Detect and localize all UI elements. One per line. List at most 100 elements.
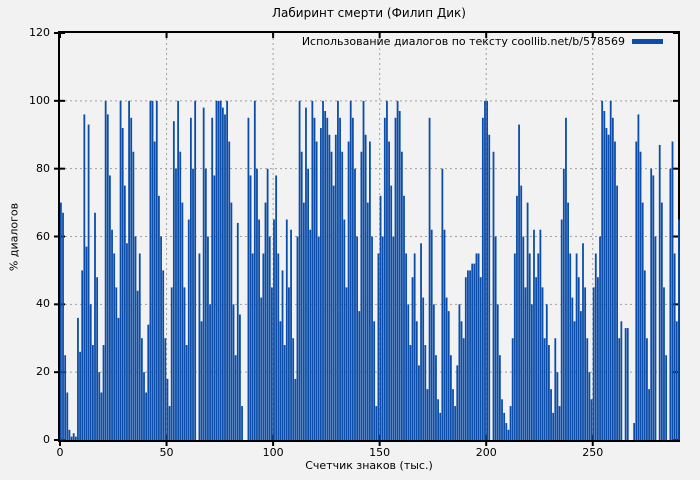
bar <box>558 406 561 440</box>
bar <box>189 117 192 440</box>
bar <box>349 100 352 440</box>
bar <box>426 389 429 441</box>
y-tick-label: 120 <box>29 26 50 39</box>
bar <box>586 338 589 440</box>
bar <box>281 270 284 440</box>
bar <box>207 236 209 440</box>
bar <box>418 365 420 440</box>
x-tick-label: 50 <box>159 446 174 459</box>
bar <box>388 141 390 440</box>
bar <box>275 175 278 440</box>
bar <box>128 100 130 440</box>
bar <box>134 236 137 440</box>
bar <box>639 151 642 440</box>
legend: Использование диалогов по тексту coollib… <box>302 35 663 48</box>
bar <box>249 175 252 440</box>
bar <box>209 304 211 440</box>
bar <box>437 399 439 440</box>
bar <box>445 297 448 440</box>
bar <box>411 277 414 440</box>
bar <box>530 304 533 440</box>
bar <box>481 117 484 440</box>
bar <box>386 100 388 440</box>
bar <box>160 236 162 440</box>
bar <box>539 229 542 440</box>
bar <box>64 355 67 440</box>
bar <box>392 236 395 440</box>
bar <box>226 100 229 440</box>
bar <box>356 236 359 440</box>
bar <box>473 263 476 440</box>
bar <box>624 328 627 440</box>
bar <box>62 212 64 440</box>
bar <box>268 236 271 440</box>
y-tick-label: 80 <box>36 161 50 175</box>
x-axis-title: Счетчик знаков (тыс.) <box>305 459 433 472</box>
bar <box>123 185 126 441</box>
bar <box>594 253 597 440</box>
bar <box>671 141 674 440</box>
bar <box>202 107 205 441</box>
bar <box>371 236 373 440</box>
bar <box>187 219 190 440</box>
bar <box>369 141 371 440</box>
bar <box>607 134 610 440</box>
bar <box>66 392 69 440</box>
bar <box>660 202 663 440</box>
bar <box>618 338 621 440</box>
bar <box>219 100 222 440</box>
bar <box>548 345 550 440</box>
bar <box>439 412 442 440</box>
bar <box>102 345 105 440</box>
bar <box>143 372 145 440</box>
bar <box>522 236 525 440</box>
bar <box>230 202 233 440</box>
bar <box>324 111 327 440</box>
x-tick-label: 0 <box>56 446 64 459</box>
y-tick-label: 60 <box>36 229 50 243</box>
bar <box>488 134 491 440</box>
bar <box>162 270 165 440</box>
bar <box>326 117 329 440</box>
bar <box>614 141 616 440</box>
bar <box>526 202 529 440</box>
bar <box>341 151 344 440</box>
bar <box>673 253 676 440</box>
bar <box>383 117 386 440</box>
bar <box>285 219 288 440</box>
bar <box>138 253 141 440</box>
bar <box>533 229 535 440</box>
bar <box>300 151 303 440</box>
legend-color-swatch-icon <box>632 39 663 44</box>
bar <box>104 100 107 440</box>
bar <box>266 168 269 441</box>
x-tick-label: 200 <box>475 446 497 459</box>
bar <box>345 287 348 441</box>
bar <box>262 253 265 440</box>
bar <box>109 175 111 440</box>
bar <box>379 195 382 440</box>
bar <box>183 287 186 441</box>
bar <box>98 372 101 440</box>
y-tick-label: 100 <box>29 93 50 107</box>
bar <box>652 175 655 440</box>
bar <box>554 338 557 440</box>
bar <box>545 304 548 440</box>
bar <box>292 338 295 440</box>
bar <box>283 345 286 440</box>
bar <box>83 114 86 441</box>
bar <box>337 100 339 440</box>
bar <box>496 304 499 440</box>
bar <box>452 389 454 441</box>
bar <box>256 168 258 441</box>
bar <box>96 277 99 440</box>
x-tick-label: 100 <box>262 446 284 459</box>
bar <box>253 100 256 440</box>
bar <box>486 100 489 440</box>
bar <box>675 321 678 440</box>
bar <box>77 317 79 440</box>
bar <box>588 372 591 440</box>
bar <box>646 338 648 440</box>
bar <box>567 202 569 440</box>
